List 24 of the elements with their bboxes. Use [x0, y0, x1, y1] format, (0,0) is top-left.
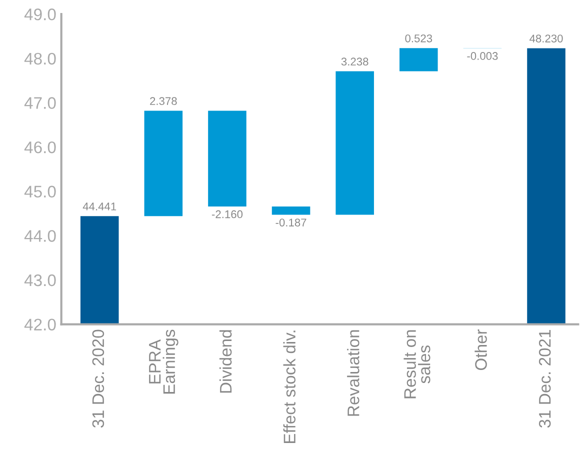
data-label: -2.160 — [212, 210, 243, 218]
y-tick-label: 42.0 — [24, 318, 56, 331]
data-label: 3.238 — [341, 58, 368, 66]
x-tick-label: 31 Dec. 2021 — [538, 330, 551, 428]
y-tick-label: 44.0 — [24, 230, 56, 242]
y-tick-label: 46.0 — [24, 141, 56, 154]
data-label: 2.378 — [150, 97, 177, 106]
data-label: -0.003 — [467, 52, 498, 60]
y-tick-label: 48.0 — [24, 52, 56, 65]
x-tick-label: Other — [474, 329, 487, 370]
x-tick-label: Dividend — [219, 330, 232, 393]
y-tick-label: 49.0 — [24, 8, 56, 20]
data-label: 44.441 — [82, 202, 116, 210]
x-tick-label: EPRA Earnings — [149, 330, 178, 394]
y-tick-label: 47.0 — [24, 97, 56, 109]
data-label: 48.230 — [530, 34, 563, 42]
data-label: 0.523 — [405, 34, 432, 42]
x-tick-label: 31 Dec. 2020 — [92, 330, 104, 428]
x-tick-label: Revaluation — [347, 330, 360, 416]
data-label: -0.187 — [276, 218, 306, 226]
x-tick-label: Result on sales — [404, 330, 430, 398]
y-tick-label: 43.0 — [24, 274, 56, 286]
y-tick-label: 45.0 — [24, 186, 56, 198]
x-tick-label: Effect stock div. — [283, 330, 296, 443]
